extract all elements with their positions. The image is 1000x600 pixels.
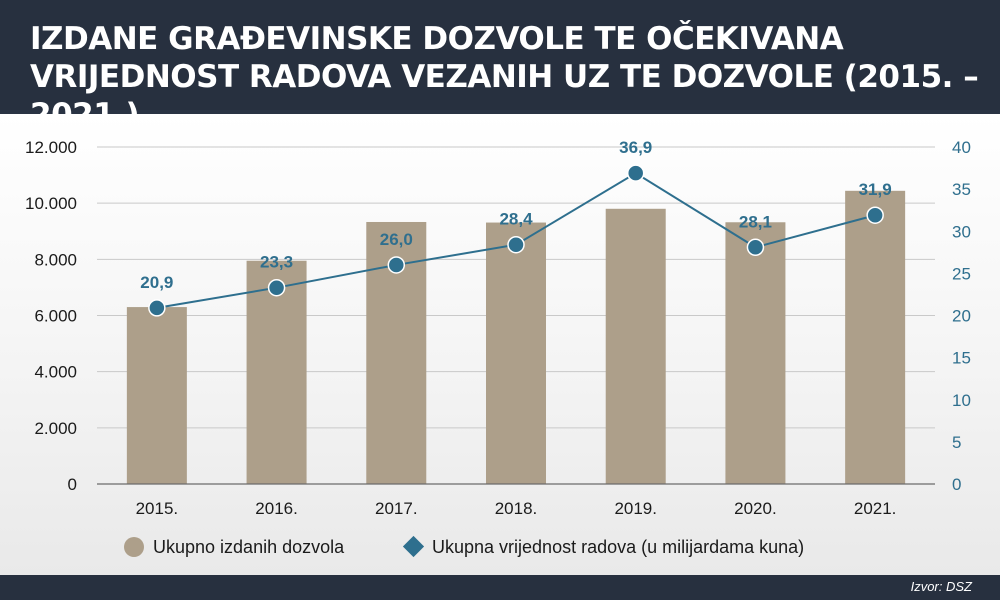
line-point [267,278,286,297]
legend: Ukupno izdanih dozvola Ukupna vrijednost… [124,535,804,558]
legend-bar-label: Ukupno izdanih dozvola [153,537,345,557]
y-left-tick-label: 10.000 [25,194,77,213]
data-label: 26,0 [380,230,413,249]
chart-title: IZDANE GRAĐEVINSKE DOZVOLE TE OČEKIVANA … [30,21,979,133]
y-right-tick-label: 35 [952,180,971,199]
bar [845,190,906,484]
data-label: 28,1 [739,212,772,231]
data-label: 36,9 [619,138,652,157]
y-left-tick-label: 8.000 [34,250,77,269]
y-right-tick-label: 10 [952,391,971,410]
x-tick-label: 2018. [495,499,538,518]
axes: 0 2.000 4.000 6.000 8.000 10.000 12.000 0 5 10 15 2… [25,138,971,518]
line-series: 20,9 23,3 26,0 28,4 36,9 28,1 31,9 [140,138,892,317]
line-point [387,256,406,274]
y-right-tick-label: 40 [952,138,971,157]
x-tick-label: 2020. [734,499,777,518]
x-tick-label: 2015. [136,499,179,518]
header-bar: IZDANE GRAĐEVINSKE DOZVOLE TE OČEKIVANA … [0,0,1000,133]
source-note: Izvor: DSZ [910,579,972,594]
x-tick-label: 2016. [255,499,298,518]
y-left-tick-label: 4.000 [34,363,77,382]
y-right-tick-label: 25 [952,264,971,283]
bar [605,208,666,485]
y-right-tick-label: 0 [952,475,961,494]
data-label: 20,9 [140,273,173,292]
y-left-tick-label: 6.000 [34,307,77,326]
legend-line-label: Ukupna vrijednost radova (u milijardama … [432,537,804,557]
bar [725,222,786,484]
y-left-tick-label: 2.000 [34,419,77,438]
y-left-tick-label: 12.000 [25,138,77,157]
x-tick-label: 2021. [854,499,897,518]
y-right-tick-label: 15 [952,349,971,368]
bar [126,307,187,484]
bar [246,260,307,484]
line-point [746,238,765,257]
line-point [866,206,884,224]
line-point [626,164,645,182]
legend-line-swatch [402,535,425,558]
line-point [148,299,166,317]
y-left-tick-label: 0 [68,475,77,494]
footer-bar: Izvor: DSZ [0,575,1000,600]
x-tick-label: 2019. [614,499,657,518]
y-right-tick-label: 30 [952,222,971,241]
x-tick-label: 2017. [375,499,418,518]
line-point [507,235,525,254]
data-label: 28,4 [499,210,533,229]
data-label: 31,9 [859,180,892,199]
data-label: 23,3 [260,253,293,272]
y-right-tick-label: 5 [952,433,961,452]
bar [486,222,546,484]
y-right-tick-label: 20 [952,307,971,326]
legend-bar-swatch [124,537,144,557]
bar-series [126,190,906,485]
